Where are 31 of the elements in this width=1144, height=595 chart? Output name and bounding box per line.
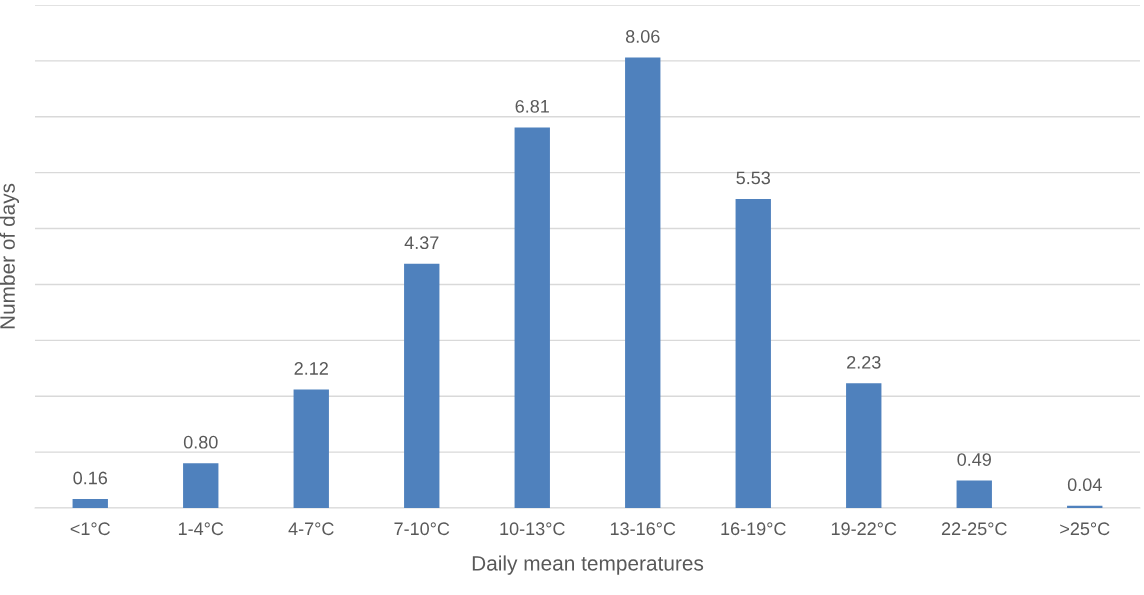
bar <box>293 389 329 508</box>
data-label: 5.53 <box>736 171 771 185</box>
data-label: 2.12 <box>294 362 328 375</box>
bar <box>514 127 550 508</box>
x-tick-label: <1°C <box>70 522 110 536</box>
bar <box>183 463 219 508</box>
x-tick-label: 10-13°C <box>500 522 565 536</box>
data-label: 4.37 <box>404 236 439 250</box>
data-label: 6.81 <box>515 99 549 113</box>
data-label: 0.80 <box>183 435 218 449</box>
data-label: 0.49 <box>957 453 991 466</box>
bar <box>72 499 108 508</box>
x-tick-label: 13-16°C <box>610 522 676 536</box>
y-axis-title: Number of days <box>0 183 20 329</box>
data-label: 8.06 <box>625 30 660 43</box>
data-label: 0.16 <box>73 471 108 485</box>
bar <box>956 480 992 508</box>
x-axis-title: Daily mean temperatures <box>472 555 704 575</box>
bar <box>846 383 882 508</box>
data-label: 0.04 <box>1067 478 1102 492</box>
x-tick-label: 1-4°C <box>178 522 224 536</box>
x-tick-label: 22-25°C <box>941 522 1007 536</box>
x-tick-label: 4-7°C <box>288 522 334 536</box>
x-tick-label: 19-22°C <box>831 522 897 536</box>
bar <box>735 198 771 508</box>
x-tick-label: >25°C <box>1060 522 1110 536</box>
x-tick-label: 16-19°C <box>721 522 786 536</box>
data-label: 2.23 <box>847 355 881 369</box>
bar <box>404 263 440 508</box>
bar <box>625 57 661 508</box>
x-tick-label: 7-10°C <box>394 522 450 536</box>
